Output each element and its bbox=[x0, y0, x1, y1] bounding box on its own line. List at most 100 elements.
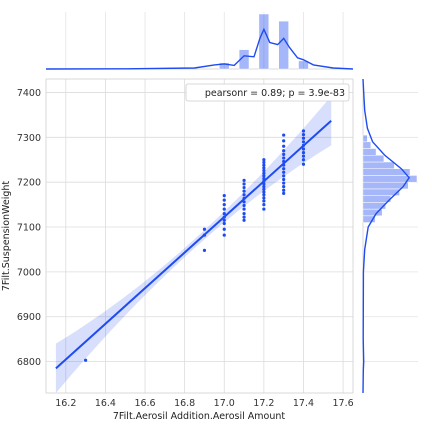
scatter-point bbox=[242, 203, 246, 208]
scatter-point bbox=[301, 154, 306, 158]
scatter-point bbox=[202, 227, 207, 231]
scatter-point bbox=[262, 174, 266, 178]
legend-box bbox=[185, 83, 350, 102]
scatter-point bbox=[262, 199, 266, 203]
y-marginal-bar bbox=[362, 195, 392, 203]
scatter-point bbox=[222, 198, 226, 202]
scatter-point bbox=[222, 221, 226, 226]
scatter-point bbox=[242, 193, 246, 197]
scatter-point bbox=[301, 140, 306, 144]
scatter-point bbox=[262, 187, 266, 191]
scatter-point bbox=[222, 227, 226, 231]
y-tick-label: 7300 bbox=[17, 133, 41, 144]
x-marginal-panel bbox=[45, 12, 354, 70]
scatter-point bbox=[301, 136, 306, 140]
scatter-point bbox=[282, 139, 286, 143]
scatter-point bbox=[222, 233, 226, 237]
scatter-point bbox=[282, 174, 286, 178]
x-tick-label: 16.2 bbox=[55, 398, 76, 409]
y-tick-label: 6900 bbox=[17, 312, 41, 323]
y-tick-label: 7100 bbox=[17, 223, 41, 234]
main-scatter-panel: 16.2 16.4 16.6 16.8 17.0 17.2 17.4 17.6 6800 690… bbox=[17, 78, 354, 409]
legend-annotation: pearsonr = 0.89; p = 3.9e-83 bbox=[205, 88, 345, 99]
x-tick-label: 16.8 bbox=[174, 398, 195, 409]
y-tick-label: 6800 bbox=[17, 357, 41, 368]
x-tick-labels: 16.2 16.4 16.6 16.8 17.0 17.2 17.4 17.6 bbox=[55, 398, 353, 409]
scatter-point bbox=[222, 211, 226, 216]
scatter-point bbox=[262, 160, 266, 165]
x-marginal-kde bbox=[45, 27, 354, 70]
scatter-point bbox=[282, 191, 286, 195]
x-tick-label: 16.6 bbox=[134, 398, 155, 409]
scatter-point bbox=[301, 162, 306, 166]
scatter-point bbox=[282, 167, 286, 171]
scatter-point bbox=[262, 163, 266, 167]
scatter-point bbox=[282, 170, 286, 174]
scatter-point bbox=[282, 188, 286, 192]
y-marginal-kde bbox=[362, 78, 411, 394]
scatter-point bbox=[242, 178, 246, 182]
scatter-point bbox=[301, 129, 306, 133]
y-marginal-panel bbox=[362, 78, 418, 394]
y-tick-labels: 6800 6900 7000 7100 7200 7300 7400 bbox=[17, 88, 41, 368]
x-tick-label: 17.4 bbox=[293, 398, 314, 409]
x-marginal-bar bbox=[298, 60, 309, 70]
scatter-point bbox=[242, 189, 246, 193]
y-tick-label: 7000 bbox=[17, 267, 41, 278]
y-marginal-bar bbox=[362, 161, 395, 169]
regression-line-path bbox=[55, 119, 332, 370]
y-marginal-bar bbox=[362, 141, 372, 149]
scatter-point bbox=[222, 218, 226, 222]
scatter-point bbox=[222, 203, 226, 207]
x-tick-label: 17.0 bbox=[214, 398, 235, 409]
main-frame-rect bbox=[45, 78, 354, 394]
scatter-point bbox=[301, 150, 306, 155]
scatter-point bbox=[262, 190, 266, 194]
scatter-point bbox=[282, 177, 286, 182]
x-axis-title: 7Filt.Aerosil Addition.Aerosil Amount bbox=[113, 411, 286, 422]
y-tick-label: 7200 bbox=[17, 178, 41, 189]
x-tick-label: 16.4 bbox=[95, 398, 116, 409]
scatter-point bbox=[301, 147, 306, 151]
scatter-point bbox=[262, 171, 266, 175]
y-axis-title: 7Filt.SuspensionWeight bbox=[1, 181, 12, 292]
scatter-point bbox=[262, 193, 266, 197]
regression-line bbox=[55, 119, 332, 370]
scatter-point bbox=[242, 211, 246, 216]
y-marginal-bar bbox=[362, 155, 385, 163]
scatter-point bbox=[84, 358, 88, 362]
scatter-point bbox=[242, 215, 246, 219]
scatter-point bbox=[282, 185, 286, 189]
scatter-point bbox=[301, 158, 306, 162]
stats-legend: pearsonr = 0.89; p = 3.9e-83 bbox=[185, 83, 350, 102]
scatter-point bbox=[262, 196, 266, 200]
x-tick-label: 17.6 bbox=[333, 398, 354, 409]
scatter-point bbox=[242, 182, 246, 186]
scatter-point bbox=[202, 248, 207, 252]
x-tick-label: 17.2 bbox=[253, 398, 274, 409]
scatter-point bbox=[282, 156, 286, 160]
scatter-point bbox=[282, 144, 286, 148]
scatter-point bbox=[242, 185, 246, 190]
x-marginal-bar bbox=[219, 62, 230, 70]
x-marginal-bar bbox=[258, 13, 270, 70]
scatter-point bbox=[262, 166, 266, 170]
scatter-point bbox=[262, 168, 266, 173]
scatter-point bbox=[301, 133, 306, 137]
y-marginal-bar bbox=[362, 148, 377, 156]
x-marginal-bar bbox=[238, 49, 250, 70]
scatter-point bbox=[222, 194, 226, 198]
main-panel-frame bbox=[45, 78, 354, 394]
scatter-point bbox=[262, 203, 266, 207]
y-marginal-kde-line bbox=[362, 78, 411, 394]
scatter-point bbox=[282, 181, 286, 185]
scatter-point bbox=[262, 207, 266, 211]
scatter-point bbox=[242, 207, 246, 211]
scatter-point bbox=[282, 152, 286, 156]
scatter-point bbox=[282, 149, 286, 153]
scatter-point bbox=[262, 158, 266, 162]
scatter-point bbox=[282, 133, 286, 137]
x-marginal-kde-line bbox=[45, 27, 354, 70]
